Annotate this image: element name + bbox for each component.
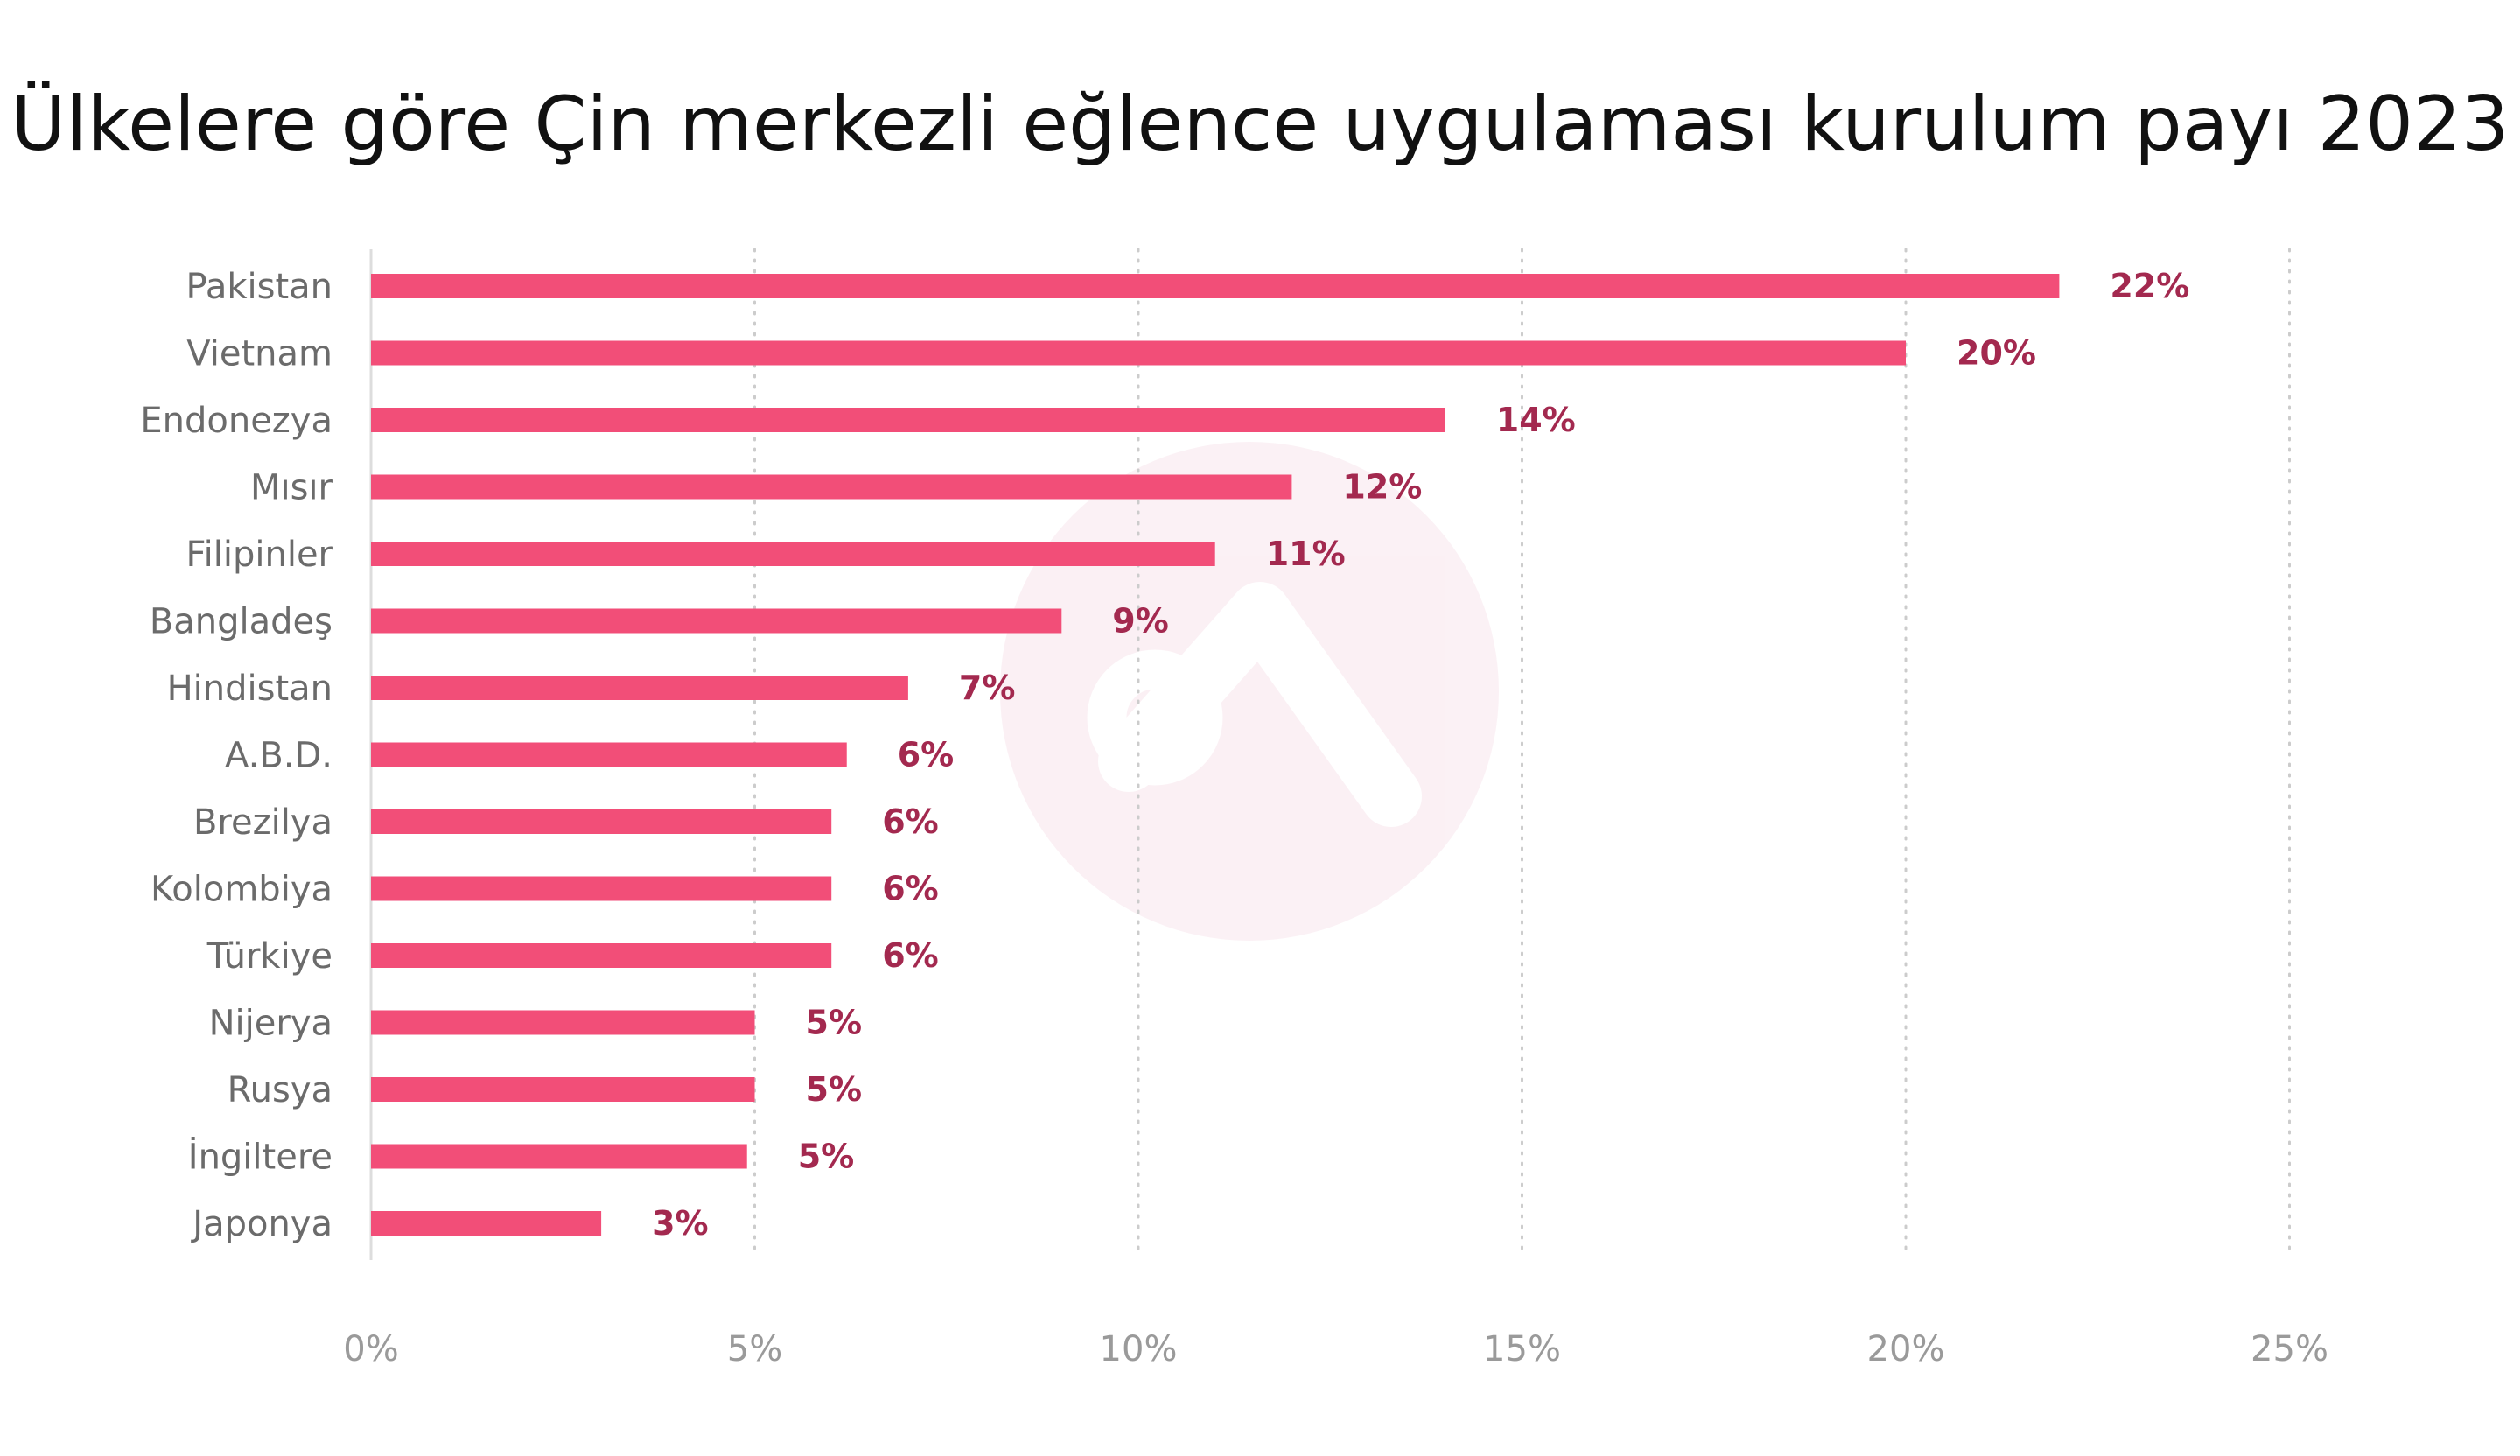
bar (371, 340, 1906, 366)
value-label: 11% (1266, 535, 1346, 573)
category-label: A.B.D. (225, 736, 332, 776)
bar (371, 1010, 755, 1035)
x-tick-label: 25% (2250, 1329, 2328, 1369)
value-label: 14% (1496, 401, 1576, 439)
bar (371, 943, 832, 968)
bar (371, 1144, 747, 1169)
category-label: Rusya (228, 1070, 332, 1110)
bar (371, 876, 832, 901)
value-label: 6% (882, 802, 939, 841)
category-label: Filipinler (186, 535, 333, 575)
bar (371, 1211, 602, 1236)
value-label: 7% (959, 668, 1016, 707)
category-label: Bangladeş (150, 602, 332, 642)
category-label: Pakistan (186, 267, 333, 307)
bar (371, 474, 1292, 500)
category-label: Mısır (250, 468, 333, 508)
x-tick-label: 20% (1867, 1329, 1945, 1369)
value-label: 5% (806, 1004, 863, 1042)
category-label: İngiltere (188, 1136, 332, 1178)
value-label: 22% (2110, 267, 2189, 305)
value-label: 5% (806, 1070, 863, 1109)
category-label: Hindistan (167, 668, 332, 709)
value-label: 9% (1112, 602, 1169, 640)
value-label: 20% (1956, 334, 2036, 373)
bar (371, 608, 1062, 634)
value-label: 6% (898, 736, 955, 774)
value-label: 12% (1342, 468, 1422, 507)
value-label: 6% (882, 870, 939, 908)
category-label: Endonezya (140, 401, 332, 441)
bar (371, 542, 1215, 566)
chart-title: Ülkelere göre Çin merkezli eğlence uygul… (10, 80, 2510, 168)
category-label: Nijerya (209, 1004, 332, 1044)
x-tick-label: 5% (727, 1329, 782, 1369)
bar (371, 676, 908, 700)
bar (371, 742, 847, 767)
value-label: 6% (882, 936, 939, 975)
category-label: Japonya (190, 1204, 332, 1244)
bar (371, 408, 1446, 432)
bar (371, 274, 2060, 298)
x-axis-tick-labels: 0% 5% 10% 15% 20% 25% (343, 1329, 2328, 1369)
category-label: Kolombiya (150, 870, 332, 910)
bars-group (371, 274, 2060, 1236)
category-label: Brezilya (193, 802, 332, 843)
value-labels: 22%20%14%12%11%9%7%6%6%6%6%5%5%5%3% (652, 267, 2189, 1242)
category-labels: Pakistan Vietnam Endonezya Mısır Filipinler B… (140, 267, 332, 1244)
x-tick-label: 0% (343, 1329, 398, 1369)
grid-lines (753, 248, 2291, 1253)
watermark-logo-icon (1000, 442, 1499, 941)
x-tick-label: 10% (1100, 1329, 1178, 1369)
bar (371, 809, 832, 834)
category-label: Türkiye (206, 936, 332, 976)
value-label: 5% (798, 1138, 855, 1176)
category-label: Vietnam (186, 334, 332, 374)
value-label: 3% (652, 1204, 709, 1242)
x-tick-label: 15% (1483, 1329, 1561, 1369)
bar (371, 1077, 755, 1102)
